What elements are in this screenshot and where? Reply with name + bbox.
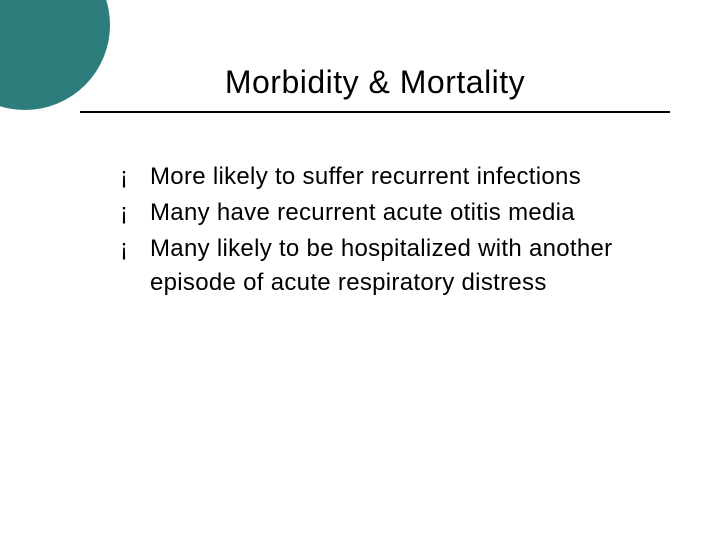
bullet-icon: ¡ xyxy=(120,196,150,230)
slide-title: Morbidity & Mortality xyxy=(80,64,670,111)
bullet-text: More likely to suffer recurrent infectio… xyxy=(150,160,581,194)
bullet-list: ¡ More likely to suffer recurrent infect… xyxy=(120,160,660,302)
bullet-text: Many likely to be hospitalized with anot… xyxy=(150,232,660,300)
bullet-text: Many have recurrent acute otitis media xyxy=(150,196,575,230)
list-item: ¡ Many likely to be hospitalized with an… xyxy=(120,232,660,300)
list-item: ¡ Many have recurrent acute otitis media xyxy=(120,196,660,230)
bullet-icon: ¡ xyxy=(120,160,150,194)
bullet-icon: ¡ xyxy=(120,232,150,266)
list-item: ¡ More likely to suffer recurrent infect… xyxy=(120,160,660,194)
title-block: Morbidity & Mortality xyxy=(80,64,670,113)
title-underline xyxy=(80,111,670,113)
